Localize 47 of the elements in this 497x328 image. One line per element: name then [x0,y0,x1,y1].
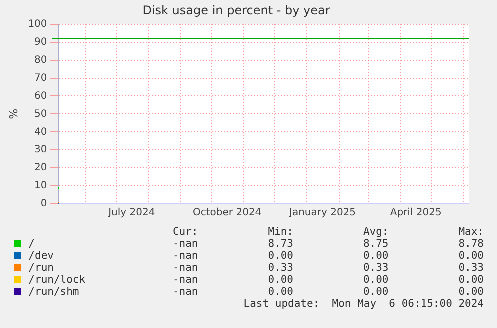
y-tick-label: 10 [34,180,48,192]
text: 0.00 [267,250,294,262]
text: Min: [267,226,294,238]
text: 8.75 [362,238,389,250]
legend-label: /run [28,262,55,274]
text: 8.78 [458,238,484,250]
text: -nan [172,274,198,286]
text: 0.00 [362,274,389,286]
x-tick-label: July 2024 [108,208,156,219]
text: 0.00 [458,250,484,262]
y-tick-label: 60 [34,90,48,102]
y-tick-label: 70 [34,72,48,84]
text: 0.33 [362,262,389,274]
legend-label: / [28,238,36,250]
text: Last update: Mon May 6 06:15:00 2024 [242,298,484,310]
text: 0.00 [362,250,389,262]
chart-title: Disk usage in percent - by year [142,3,330,18]
text: -nan [172,238,198,250]
text: -nan [172,286,198,298]
text: Avg: [362,226,389,238]
legend-label: /run/shm [28,286,80,298]
x-tick-label: January 2025 [288,208,356,219]
text: 0.33 [458,262,484,274]
y-tick-label: 90 [34,36,48,48]
x-tick-label: October 2024 [193,208,262,219]
text: 0.00 [267,286,294,298]
text: Cur: [172,226,198,238]
text: 0.00 [362,286,389,298]
y-tick-label: 50 [34,108,48,120]
y-tick-label: 100 [28,18,48,30]
y-tick-label: 30 [34,144,48,156]
text: -nan [172,262,198,274]
y-tick-label: 40 [34,126,48,138]
text: 8.73 [267,238,294,250]
legend-label: /dev [28,250,55,262]
text: 0.33 [267,262,294,274]
legend-label: /run/lock [28,274,87,286]
text: 0.00 [458,286,484,298]
text: -nan [172,250,198,262]
text: Max: [458,226,484,238]
y-tick-label: 0 [40,198,48,210]
y-axis-title: % [7,108,20,120]
text: 0.00 [458,274,484,286]
y-tick-label: 80 [34,54,48,66]
y-tick-label: 20 [34,162,48,174]
x-tick-label: April 2025 [390,208,442,219]
text: 0.00 [267,274,294,286]
